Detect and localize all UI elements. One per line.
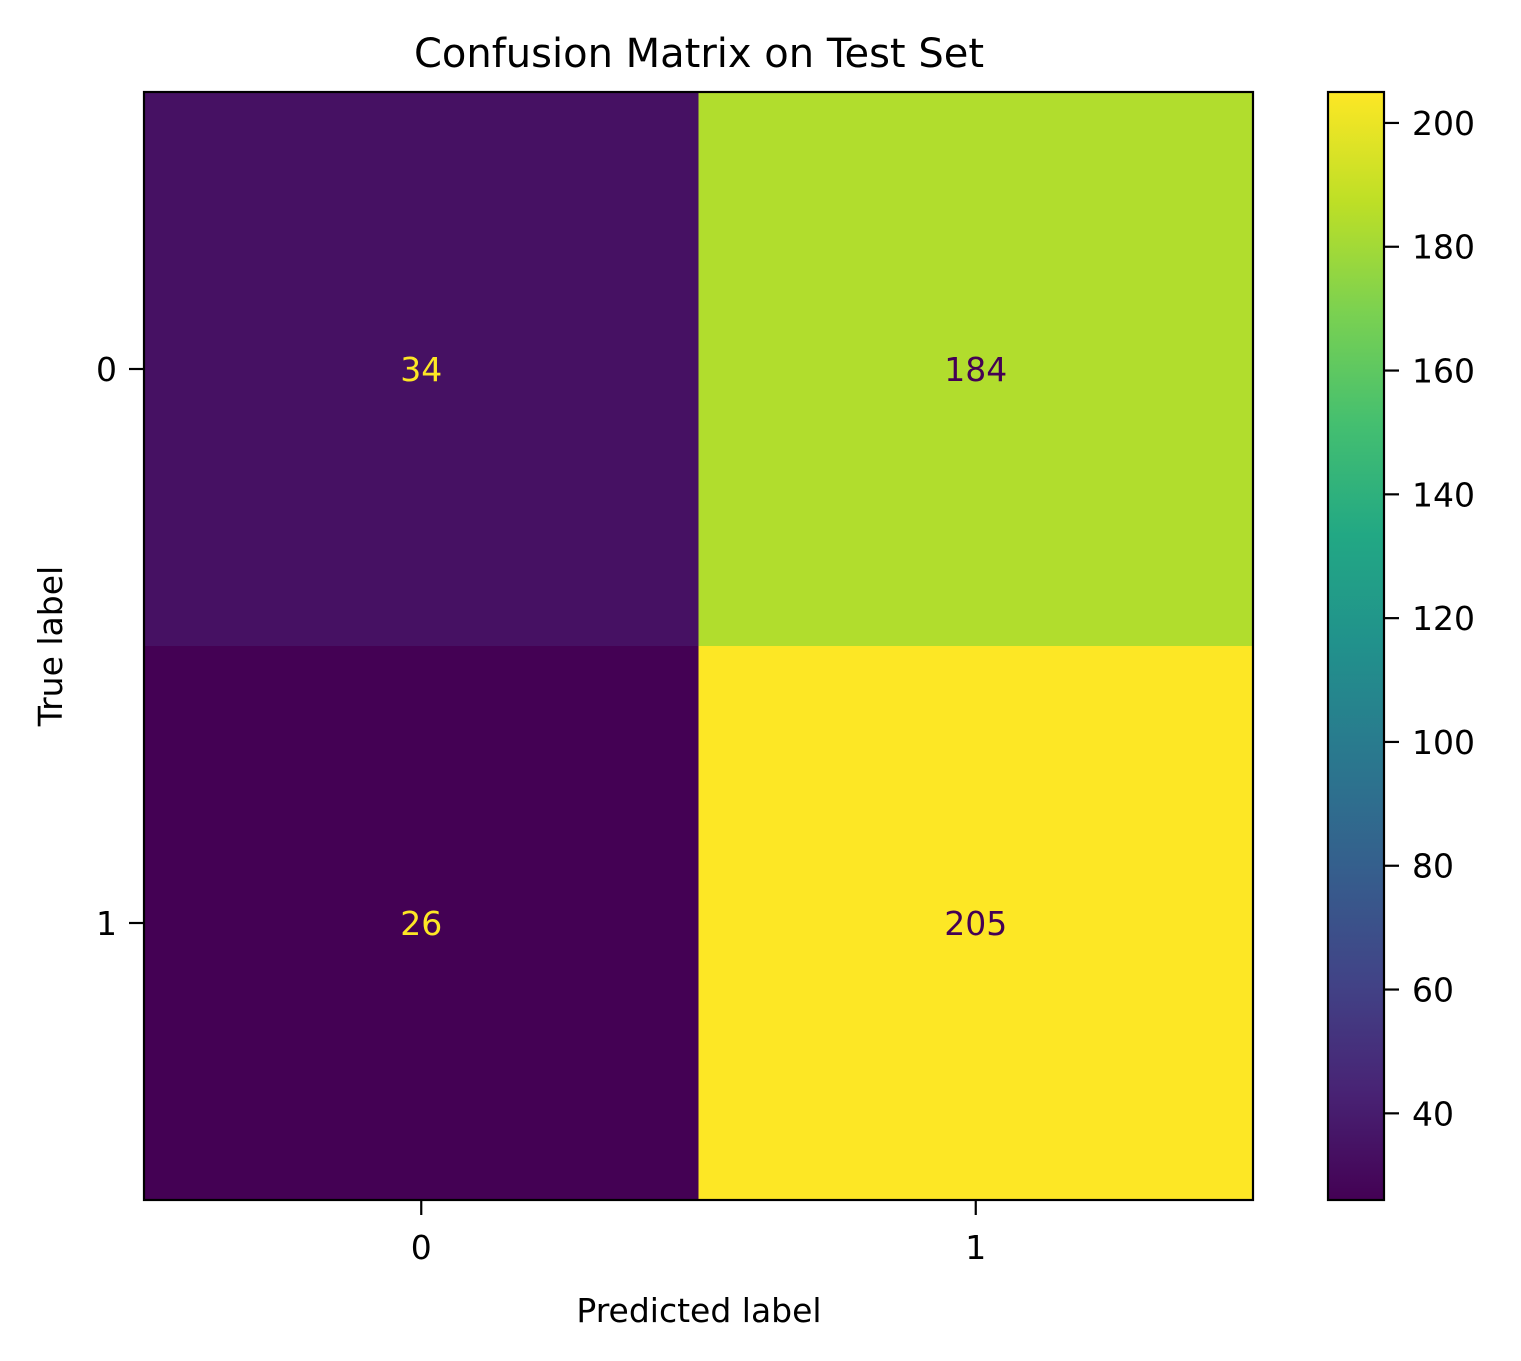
colorbar-tick-label-7: 180 xyxy=(1412,228,1475,267)
matrix-cell-value-0-0: 34 xyxy=(400,350,442,389)
y-axis-label: True label xyxy=(31,566,70,727)
colorbar-ticks: 40 60 80 100 120 140 160 180 200 xyxy=(1384,104,1475,1133)
x-tick-label-1: 1 xyxy=(965,1228,986,1267)
chart-title: Confusion Matrix on Test Set xyxy=(414,31,984,77)
matrix-cell-0-1 xyxy=(698,92,1254,647)
colorbar-tick-label-3: 100 xyxy=(1412,723,1475,762)
colorbar-tick-label-8: 200 xyxy=(1412,104,1475,143)
colorbar-tick-label-5: 140 xyxy=(1412,475,1475,514)
colorbar-tick-label-4: 120 xyxy=(1412,599,1475,638)
matrix-cells xyxy=(144,92,1254,1201)
x-tick-label-0: 0 xyxy=(411,1228,432,1267)
matrix-cell-1-0 xyxy=(144,646,699,1201)
plot-frame xyxy=(142,90,1255,1202)
y-tick-label-0: 0 xyxy=(96,350,117,389)
y-axis-ticks: 01 xyxy=(96,350,144,943)
colorbar-tick-label-0: 40 xyxy=(1412,1094,1454,1133)
colorbar-tick-label-1: 60 xyxy=(1412,971,1454,1010)
matrix-cell-1-1 xyxy=(698,646,1254,1201)
matrix-cell-value-1-0: 26 xyxy=(400,904,442,943)
matrix-cell-labels: 34 184 26 205 xyxy=(400,350,1007,943)
y-tick-label-1: 1 xyxy=(96,904,117,943)
matrix-cell-value-1-1: 205 xyxy=(944,904,1007,943)
colorbar xyxy=(1328,92,1384,1200)
colorbar-tick-label-6: 160 xyxy=(1412,352,1475,391)
colorbar-tick-label-2: 80 xyxy=(1412,847,1454,886)
matrix-cell-0-0 xyxy=(144,92,699,647)
x-axis-label: Predicted label xyxy=(576,1291,821,1330)
colorbar-frame xyxy=(1326,90,1386,1202)
matrix-cell-value-0-1: 184 xyxy=(944,350,1007,389)
